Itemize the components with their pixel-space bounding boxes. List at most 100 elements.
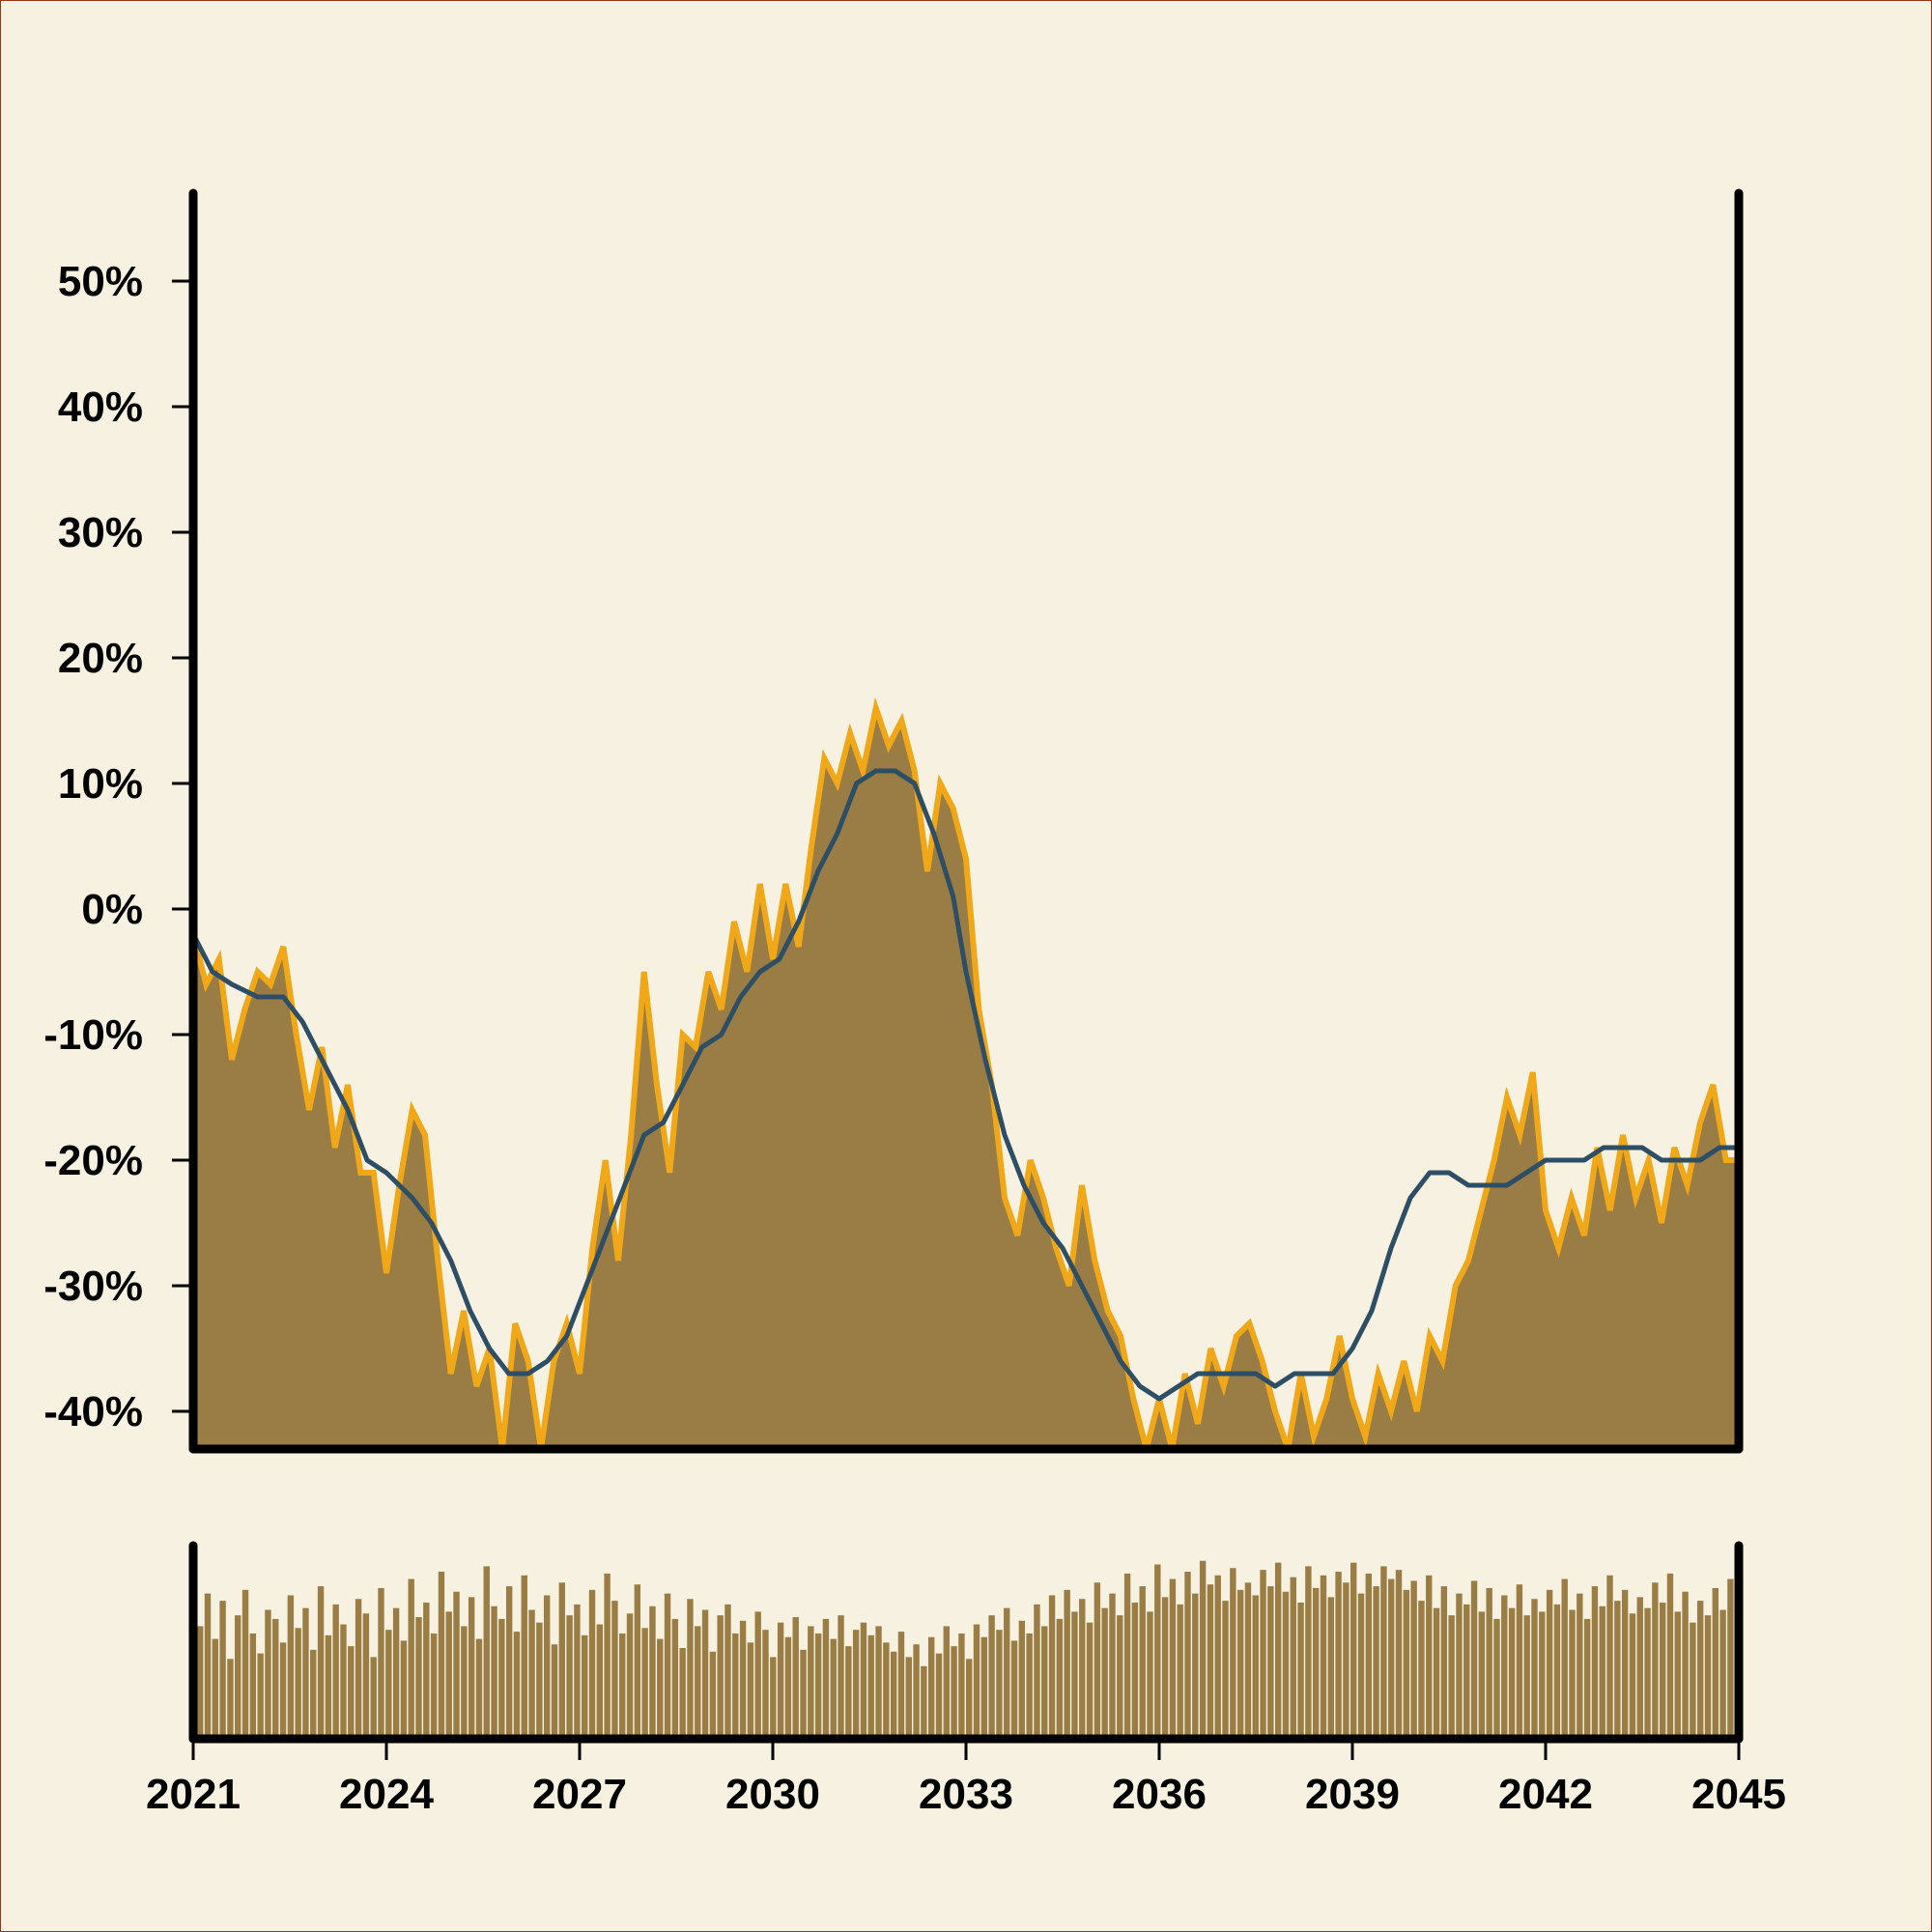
- volume-bar: [770, 1657, 777, 1739]
- volume-bar: [695, 1626, 701, 1739]
- volume-bar: [1395, 1570, 1403, 1739]
- volume-bar: [1026, 1633, 1033, 1739]
- volume-bar: [800, 1649, 807, 1739]
- volume-bar: [1192, 1593, 1199, 1739]
- volume-bar: [1139, 1586, 1146, 1739]
- volume-bar: [1184, 1572, 1191, 1739]
- volume-bar: [927, 1636, 935, 1739]
- volume-bar: [1320, 1575, 1327, 1739]
- volume-bar: [739, 1620, 747, 1739]
- volume-bar: [1440, 1586, 1448, 1739]
- volume-bar: [883, 1642, 890, 1739]
- volume-bar: [279, 1642, 287, 1739]
- volume-bar: [1516, 1584, 1523, 1739]
- volume-bar: [860, 1622, 867, 1739]
- volume-bar: [212, 1638, 219, 1739]
- volume-bar: [619, 1633, 626, 1739]
- volume-bar: [1282, 1591, 1290, 1739]
- volume-bar: [1448, 1615, 1455, 1739]
- y-tick-label: 10%: [58, 760, 143, 808]
- volume-bar: [777, 1622, 784, 1739]
- volume-bar: [272, 1618, 279, 1739]
- volume-bar: [1682, 1591, 1689, 1739]
- y-tick-label: -30%: [43, 1263, 143, 1310]
- volume-bar: [626, 1613, 634, 1739]
- volume-bar: [784, 1636, 792, 1739]
- volume-bar: [1531, 1599, 1538, 1739]
- volume-bar: [1214, 1575, 1221, 1739]
- volume-bar: [257, 1653, 264, 1739]
- volume-bar: [1297, 1603, 1304, 1739]
- volume-bar: [1486, 1587, 1492, 1739]
- volume-bar: [475, 1638, 483, 1739]
- volume-bar: [1244, 1582, 1252, 1739]
- volume-bar: [536, 1622, 543, 1739]
- y-tick-label: 40%: [58, 384, 143, 431]
- volume-bar: [1350, 1562, 1357, 1739]
- volume-bar: [1704, 1615, 1712, 1739]
- volume-bar: [913, 1644, 920, 1739]
- volume-bar: [808, 1626, 814, 1739]
- volume-bar: [1569, 1609, 1576, 1739]
- x-tick-label: 2042: [1498, 1771, 1593, 1818]
- volume-bar: [1629, 1613, 1636, 1739]
- volume-bar: [1252, 1595, 1259, 1739]
- volume-bar: [1101, 1607, 1108, 1739]
- volume-bar: [392, 1607, 400, 1739]
- x-tick-label: 2024: [339, 1771, 434, 1818]
- volume-bar: [1380, 1566, 1387, 1739]
- price-panel: 50% 40% 30% 20% 10% 0% -10% -20% -30% -40%: [43, 188, 1744, 1454]
- volume-bar: [453, 1591, 460, 1739]
- volume-bar: [1109, 1593, 1116, 1739]
- volume-bar: [558, 1582, 565, 1739]
- volume-bar: [242, 1589, 249, 1739]
- volume-bar: [1606, 1575, 1613, 1739]
- volume-bar: [1373, 1586, 1379, 1739]
- volume-bar: [830, 1638, 837, 1739]
- volume-bar: [362, 1613, 370, 1739]
- volume-bar: [1079, 1599, 1086, 1739]
- volume-bar: [325, 1634, 332, 1739]
- volume-bar: [838, 1615, 844, 1739]
- volume-bar: [498, 1618, 505, 1739]
- volume-bar: [1418, 1601, 1425, 1739]
- volume-bar: [1117, 1615, 1123, 1739]
- volume-bar: [1236, 1589, 1244, 1739]
- volume-bar: [566, 1615, 573, 1739]
- volume-bar: [1696, 1601, 1704, 1739]
- x-axis-ticks: 2021 2024 2027 2030 2033 2036 2039 2042 2045: [146, 1739, 1786, 1818]
- volume-bar: [385, 1630, 392, 1739]
- volume-bar: [204, 1593, 212, 1739]
- volume-bar: [596, 1624, 604, 1739]
- volume-bar: [973, 1624, 980, 1739]
- volume-bar: [996, 1630, 1003, 1739]
- volume-bar: [845, 1646, 852, 1739]
- volume-bar: [1388, 1578, 1395, 1739]
- volume-bar: [1064, 1589, 1070, 1739]
- volume-bar: [1508, 1607, 1516, 1739]
- x-tick-label: 2033: [919, 1771, 1013, 1818]
- volume-bar: [1636, 1597, 1643, 1739]
- volume-bar: [679, 1648, 686, 1739]
- volume-bar: [1018, 1620, 1026, 1739]
- volume-bar: [1614, 1601, 1621, 1739]
- volume-bar: [400, 1640, 408, 1739]
- y-tick-label: 50%: [58, 258, 143, 305]
- volume-bar: [491, 1605, 497, 1739]
- volume-bar: [1207, 1584, 1214, 1739]
- volume-bar: [1577, 1593, 1583, 1739]
- volume-bar: [1086, 1622, 1094, 1739]
- volume-bar: [1690, 1622, 1696, 1739]
- volume-bar: [340, 1624, 347, 1739]
- volume-bar: [430, 1633, 438, 1739]
- volume-bar: [370, 1657, 377, 1739]
- volume-bar: [1463, 1604, 1470, 1739]
- volume-bar: [219, 1601, 226, 1739]
- volume-bar: [1599, 1605, 1605, 1739]
- volume-bar: [543, 1595, 551, 1739]
- volume-bar: [249, 1633, 257, 1739]
- volume-bar: [1666, 1573, 1674, 1739]
- volume-bar: [792, 1617, 799, 1739]
- volume-bar: [197, 1626, 204, 1739]
- volume-bar: [980, 1636, 988, 1739]
